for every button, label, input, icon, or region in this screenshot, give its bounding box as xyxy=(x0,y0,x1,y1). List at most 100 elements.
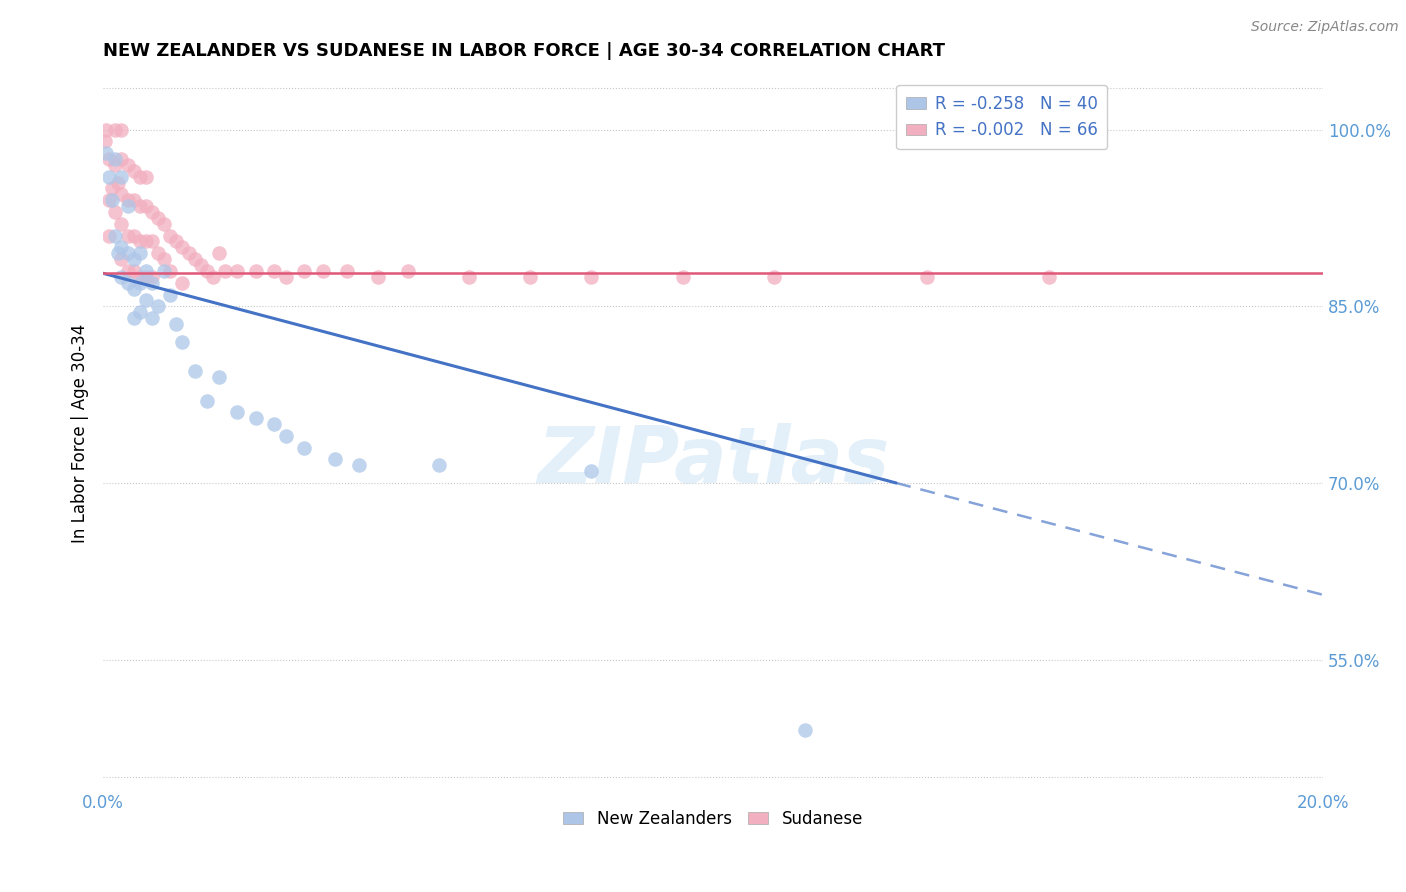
Point xyxy=(263,264,285,278)
Point xyxy=(104,152,127,166)
Point xyxy=(135,169,157,184)
Point xyxy=(579,464,602,478)
Legend: New Zealanders, Sudanese: New Zealanders, Sudanese xyxy=(557,803,870,834)
Point xyxy=(122,228,145,243)
Point xyxy=(135,264,157,278)
Point xyxy=(94,134,117,148)
Point xyxy=(1038,269,1060,284)
Point xyxy=(276,269,298,284)
Point xyxy=(146,299,169,313)
Point xyxy=(104,158,127,172)
Point xyxy=(159,287,181,301)
Point xyxy=(349,458,371,473)
Point xyxy=(172,240,194,254)
Point xyxy=(110,152,132,166)
Point xyxy=(135,293,157,308)
Point xyxy=(427,458,450,473)
Point xyxy=(128,169,150,184)
Point xyxy=(214,264,236,278)
Point xyxy=(110,217,132,231)
Point xyxy=(110,252,132,267)
Point xyxy=(117,276,139,290)
Point xyxy=(159,228,181,243)
Point xyxy=(141,276,163,290)
Point xyxy=(122,282,145,296)
Point xyxy=(153,252,176,267)
Point xyxy=(519,269,541,284)
Point xyxy=(101,181,124,195)
Point xyxy=(312,264,335,278)
Point xyxy=(96,122,118,136)
Point xyxy=(135,235,157,249)
Point xyxy=(276,429,298,443)
Point xyxy=(141,205,163,219)
Point xyxy=(201,269,224,284)
Point xyxy=(146,246,169,260)
Point xyxy=(107,176,129,190)
Point xyxy=(245,264,267,278)
Point xyxy=(117,246,139,260)
Point xyxy=(104,228,127,243)
Point xyxy=(141,311,163,326)
Point xyxy=(110,269,132,284)
Point xyxy=(117,194,139,208)
Point xyxy=(396,264,419,278)
Point xyxy=(122,264,145,278)
Point xyxy=(672,269,695,284)
Point xyxy=(226,264,249,278)
Point xyxy=(915,269,938,284)
Point xyxy=(153,217,176,231)
Point xyxy=(117,199,139,213)
Point xyxy=(98,169,121,184)
Point xyxy=(101,194,124,208)
Point xyxy=(110,187,132,202)
Point xyxy=(323,452,346,467)
Point xyxy=(135,199,157,213)
Point xyxy=(110,240,132,254)
Point xyxy=(245,411,267,425)
Point xyxy=(153,264,176,278)
Point xyxy=(263,417,285,431)
Point xyxy=(190,258,212,272)
Point xyxy=(763,269,786,284)
Point xyxy=(294,264,316,278)
Point xyxy=(195,264,218,278)
Point xyxy=(183,252,205,267)
Text: ZIPatlas: ZIPatlas xyxy=(537,424,889,500)
Point xyxy=(128,235,150,249)
Point xyxy=(117,228,139,243)
Point xyxy=(208,246,231,260)
Point xyxy=(110,122,132,136)
Point xyxy=(128,199,150,213)
Point xyxy=(128,305,150,319)
Point xyxy=(793,723,815,738)
Point xyxy=(122,311,145,326)
Point xyxy=(98,152,121,166)
Point xyxy=(122,194,145,208)
Point xyxy=(104,122,127,136)
Point xyxy=(104,205,127,219)
Point xyxy=(141,269,163,284)
Y-axis label: In Labor Force | Age 30-34: In Labor Force | Age 30-34 xyxy=(72,323,89,542)
Point xyxy=(458,269,481,284)
Point xyxy=(141,235,163,249)
Point xyxy=(183,364,205,378)
Point xyxy=(128,269,150,284)
Text: NEW ZEALANDER VS SUDANESE IN LABOR FORCE | AGE 30-34 CORRELATION CHART: NEW ZEALANDER VS SUDANESE IN LABOR FORCE… xyxy=(103,42,945,60)
Point xyxy=(135,269,157,284)
Point xyxy=(172,334,194,349)
Text: Source: ZipAtlas.com: Source: ZipAtlas.com xyxy=(1251,20,1399,34)
Point xyxy=(336,264,359,278)
Point xyxy=(165,317,187,331)
Point xyxy=(122,252,145,267)
Point xyxy=(98,228,121,243)
Point xyxy=(117,158,139,172)
Point xyxy=(146,211,169,225)
Point xyxy=(107,246,129,260)
Point xyxy=(128,276,150,290)
Point xyxy=(195,393,218,408)
Point xyxy=(172,276,194,290)
Point xyxy=(128,246,150,260)
Point xyxy=(294,441,316,455)
Point xyxy=(117,264,139,278)
